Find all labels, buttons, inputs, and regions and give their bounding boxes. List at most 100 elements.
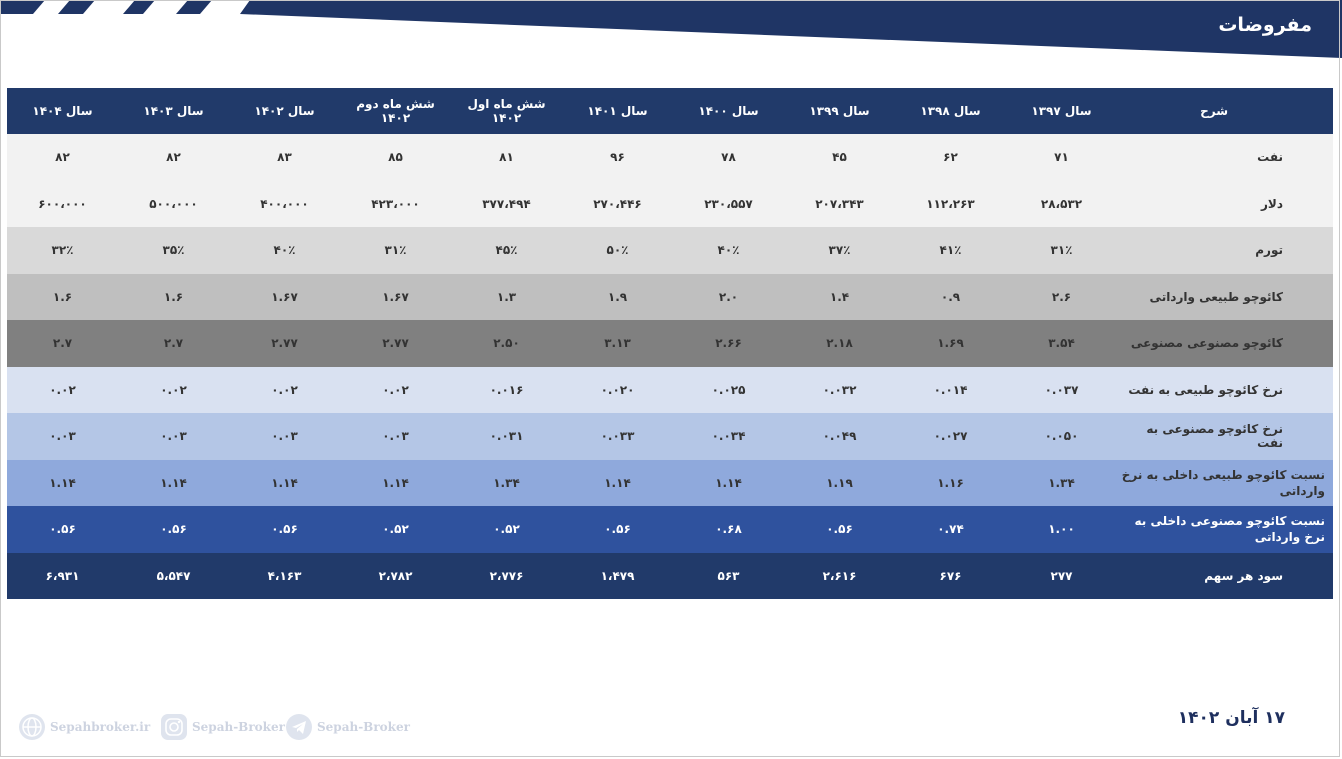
table-cell: ۲،۶۱۶ [822, 568, 857, 583]
table-cell: ۳۵٪ [162, 243, 185, 258]
table-cell: ۲.۶۶ [715, 336, 742, 351]
page-title: مفروضات [1218, 14, 1312, 36]
table-cell: ۷۱ [1054, 150, 1069, 165]
table-cell: ۰.۰۱۶ [489, 382, 524, 397]
column-header: شش ماه اول ۱۴۰۲ [467, 97, 546, 125]
instagram-link[interactable]: Sepah-Broker [160, 709, 285, 745]
table-row: سود هر سهم ۲۷۷ ۶۷۶ ۲،۶۱۶ ۵۶۳ ۱،۴۷۹ ۲،۷۷۶… [7, 552, 1333, 599]
table-cell: ۲.۵۰ [493, 336, 520, 351]
table-cell: ۱.۱۴ [382, 475, 409, 490]
column-header: سال ۱۴۰۱ [587, 104, 648, 118]
globe-icon [19, 714, 45, 740]
row-label: نرخ کائوچو مصنوعی به نفت [1146, 422, 1283, 451]
table-cell: ۰.۰۳۳ [600, 429, 635, 444]
table-cell: ۰.۰۳ [49, 429, 76, 444]
table-cell: ۸۲ [166, 150, 181, 165]
table-cell: ۱.۳۴ [493, 475, 520, 490]
table-cell: ۶۲ [943, 150, 958, 165]
table-cell: ۰.۵۶ [604, 522, 631, 537]
column-header: سال ۱۴۰۰ [698, 104, 759, 118]
table-cell: ۰.۰۲ [271, 382, 298, 397]
table-cell: ۱.۰۰ [1048, 522, 1075, 537]
row-label: کائوچو طبیعی وارداتی [1149, 289, 1283, 304]
table-cell: ۱.۱۴ [604, 475, 631, 490]
instagram-icon [161, 714, 187, 740]
table-cell: ۰.۰۳ [271, 429, 298, 444]
table-row: نفت ۷۱ ۶۲ ۴۵ ۷۸ ۹۶ ۸۱ ۸۵ ۸۳ ۸۲ ۸۲ [7, 134, 1333, 181]
table-cell: ۲.۱۸ [826, 336, 853, 351]
table-cell: ۲.۷۷ [271, 336, 298, 351]
telegram-text: Sepah-Broker [317, 720, 410, 734]
table-cell: ۱.۶۷ [382, 289, 409, 304]
table-cell: ۸۳ [277, 150, 292, 165]
column-header: سال ۱۳۹۸ [920, 104, 981, 118]
table-cell: ۲.۰ [718, 289, 739, 304]
table-cell: ۰.۰۳۷ [1044, 382, 1079, 397]
table-cell: ۰.۰۳ [160, 429, 187, 444]
table-cell: ۲.۷ [163, 336, 184, 351]
table-cell: ۱.۳ [496, 289, 517, 304]
column-header: شرح [1200, 104, 1228, 118]
table-cell: ۲،۷۸۲ [378, 568, 413, 583]
table-cell: ۱.۱۴ [160, 475, 187, 490]
table-cell: ۳۷۷،۴۹۴ [482, 196, 531, 211]
column-header: سال ۱۴۰۴ [32, 104, 93, 118]
website-text: Sepahbroker.ir [50, 720, 151, 734]
table-cell: ۳۱٪ [1050, 243, 1073, 258]
table-cell: ۰.۹ [940, 289, 961, 304]
website-link[interactable]: Sepahbroker.ir [18, 709, 150, 745]
row-label: نفت [1257, 150, 1283, 165]
table-cell: ۰.۰۲۰ [600, 382, 635, 397]
table-cell: ۲.۷ [52, 336, 73, 351]
table-cell: ۶۷۶ [939, 568, 962, 583]
table-row: تورم ۳۱٪ ۴۱٪ ۳۷٪ ۴۰٪ ۵۰٪ ۴۵٪ ۳۱٪ ۴۰٪ ۳۵٪… [7, 227, 1333, 274]
table-cell: ۲۰۷،۳۴۳ [815, 196, 864, 211]
telegram-link[interactable]: Sepah-Broker [285, 709, 410, 745]
table-cell: ۰.۵۶ [271, 522, 298, 537]
table-cell: ۴۰۰،۰۰۰ [260, 196, 309, 211]
table-cell: ۰.۰۲۵ [711, 382, 746, 397]
row-label: دلار [1260, 196, 1283, 211]
row-label: سود هر سهم [1204, 568, 1283, 583]
table-cell: ۹۶ [610, 150, 625, 165]
table-row: دلار ۲۸،۵۳۲ ۱۱۲،۲۶۳ ۲۰۷،۳۴۳ ۲۳۰،۵۵۷ ۲۷۰،… [7, 180, 1333, 227]
table-cell: ۸۵ [388, 150, 403, 165]
table-cell: ۴۰٪ [717, 243, 740, 258]
table-cell: ۱،۴۷۹ [600, 568, 635, 583]
table-cell: ۴۲۳،۰۰۰ [371, 196, 420, 211]
table-cell: ۱.۶ [163, 289, 184, 304]
table-cell: ۱.۶۷ [271, 289, 298, 304]
table-cell: ۱.۹ [607, 289, 628, 304]
table-cell: ۲.۷۷ [382, 336, 409, 351]
table-row: نرخ کائوچو طبیعی به نفت ۰.۰۳۷ ۰.۰۱۴ ۰.۰۳… [7, 366, 1333, 413]
table-cell: ۰.۰۵۰ [1044, 429, 1079, 444]
table-cell: ۱.۴ [829, 289, 850, 304]
table-row: نسبت کائوچو طبیعی داخلی به نرخ وارداتی ۱… [7, 459, 1333, 506]
table-cell: ۰.۰۳۲ [822, 382, 857, 397]
table-cell: ۱.۶۹ [937, 336, 964, 351]
table-row: نرخ کائوچو مصنوعی به نفت ۰.۰۵۰ ۰.۰۲۷ ۰.۰… [7, 413, 1333, 460]
table-cell: ۵۶۳ [717, 568, 740, 583]
table-cell: ۰.۰۴۹ [822, 429, 857, 444]
table-cell: ۱۱۲،۲۶۳ [926, 196, 975, 211]
table-cell: ۴۵ [832, 150, 847, 165]
table-cell: ۳۲٪ [51, 243, 74, 258]
table-cell: ۵۰٪ [606, 243, 629, 258]
table-cell: ۶،۹۳۱ [45, 568, 80, 583]
row-label: نرخ کائوچو طبیعی به نفت [1128, 382, 1283, 397]
row-label: نسبت کائوچو طبیعی داخلی به نرخ وارداتی [1121, 467, 1325, 498]
table-cell: ۰.۰۲۷ [933, 429, 968, 444]
row-label: تورم [1255, 243, 1283, 258]
table-cell: ۸۲ [55, 150, 70, 165]
column-header: سال ۱۴۰۳ [143, 104, 204, 118]
table-cell: ۰.۶۸ [715, 522, 742, 537]
table-cell: ۰.۰۲ [49, 382, 76, 397]
table-cell: ۴۵٪ [495, 243, 518, 258]
table-cell: ۲۷۰،۴۴۶ [593, 196, 642, 211]
table-cell: ۴۱٪ [939, 243, 962, 258]
table-cell: ۲۸،۵۳۲ [1040, 196, 1083, 211]
instagram-text: Sepah-Broker [192, 720, 285, 734]
table-cell: ۰.۰۳۱ [489, 429, 524, 444]
row-label: نسبت کائوچو مصنوعی داخلی به نرخ وارداتی [1134, 514, 1325, 545]
table-cell: ۱.۱۴ [49, 475, 76, 490]
